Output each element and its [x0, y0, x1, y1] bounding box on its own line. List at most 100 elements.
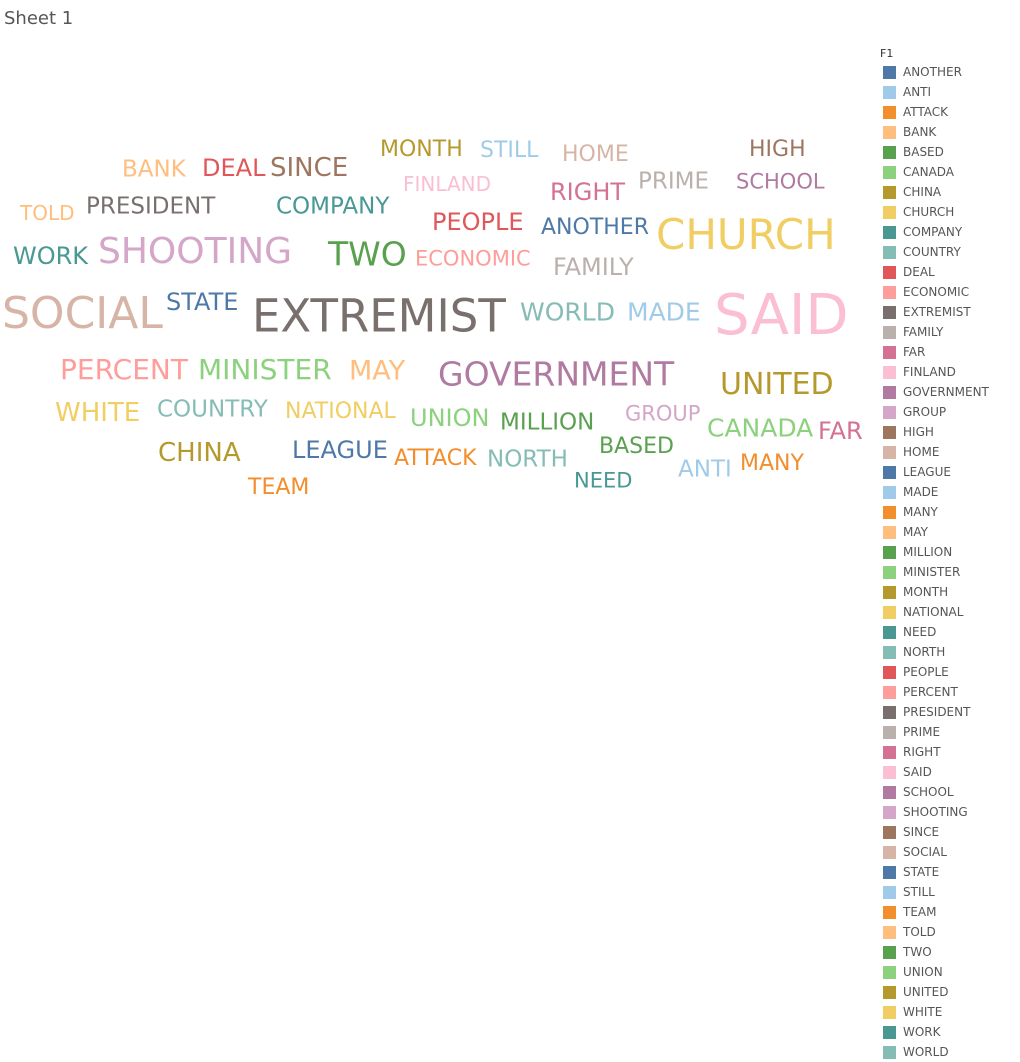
legend-item-right[interactable]: RIGHT — [880, 742, 1015, 762]
word-home[interactable]: HOME — [562, 142, 629, 167]
word-national[interactable]: NATIONAL — [285, 399, 396, 424]
legend-item-work[interactable]: WORK — [880, 1022, 1015, 1042]
word-family[interactable]: FAMILY — [553, 253, 634, 281]
legend-item-company[interactable]: COMPANY — [880, 222, 1015, 242]
word-may[interactable]: MAY — [349, 355, 406, 387]
word-group[interactable]: GROUP — [625, 401, 701, 426]
legend-item-social[interactable]: SOCIAL — [880, 842, 1015, 862]
word-team[interactable]: TEAM — [248, 475, 310, 500]
word-two[interactable]: TWO — [328, 234, 407, 274]
word-since[interactable]: SINCE — [270, 153, 349, 183]
legend-item-group[interactable]: GROUP — [880, 402, 1015, 422]
legend-item-many[interactable]: MANY — [880, 502, 1015, 522]
word-deal[interactable]: DEAL — [202, 154, 266, 182]
legend-item-family[interactable]: FAMILY — [880, 322, 1015, 342]
word-united[interactable]: UNITED — [720, 367, 834, 402]
word-north[interactable]: NORTH — [487, 446, 568, 473]
legend-item-minister[interactable]: MINISTER — [880, 562, 1015, 582]
legend-item-extremist[interactable]: EXTREMIST — [880, 302, 1015, 322]
legend-item-government[interactable]: GOVERNMENT — [880, 382, 1015, 402]
legend-item-since[interactable]: SINCE — [880, 822, 1015, 842]
legend-item-million[interactable]: MILLION — [880, 542, 1015, 562]
legend-item-shooting[interactable]: SHOOTING — [880, 802, 1015, 822]
word-extremist[interactable]: EXTREMIST — [252, 289, 506, 343]
word-percent[interactable]: PERCENT — [60, 353, 188, 386]
word-far[interactable]: FAR — [818, 417, 863, 445]
legend-item-state[interactable]: STATE — [880, 862, 1015, 882]
legend-item-need[interactable]: NEED — [880, 622, 1015, 642]
legend-item-finland[interactable]: FINLAND — [880, 362, 1015, 382]
word-country[interactable]: COUNTRY — [157, 396, 268, 423]
legend-item-two[interactable]: TWO — [880, 942, 1015, 962]
legend-item-union[interactable]: UNION — [880, 962, 1015, 982]
word-world[interactable]: WORLD — [520, 297, 615, 327]
word-shooting[interactable]: SHOOTING — [98, 231, 293, 272]
word-need[interactable]: NEED — [574, 468, 633, 493]
word-canada[interactable]: CANADA — [707, 413, 814, 443]
word-government[interactable]: GOVERNMENT — [438, 354, 675, 394]
word-finland[interactable]: FINLAND — [403, 172, 492, 196]
word-bank[interactable]: BANK — [122, 156, 186, 183]
legend-item-still[interactable]: STILL — [880, 882, 1015, 902]
legend-item-president[interactable]: PRESIDENT — [880, 702, 1015, 722]
word-social[interactable]: SOCIAL — [2, 288, 163, 339]
word-president[interactable]: PRESIDENT — [86, 193, 216, 220]
word-school[interactable]: SCHOOL — [736, 169, 825, 194]
word-told[interactable]: TOLD — [20, 201, 75, 225]
legend-item-league[interactable]: LEAGUE — [880, 462, 1015, 482]
word-right[interactable]: RIGHT — [550, 178, 626, 206]
legend-item-north[interactable]: NORTH — [880, 642, 1015, 662]
legend-item-far[interactable]: FAR — [880, 342, 1015, 362]
legend-item-attack[interactable]: ATTACK — [880, 102, 1015, 122]
legend-item-team[interactable]: TEAM — [880, 902, 1015, 922]
word-china[interactable]: CHINA — [158, 438, 241, 468]
legend-item-high[interactable]: HIGH — [880, 422, 1015, 442]
legend-item-deal[interactable]: DEAL — [880, 262, 1015, 282]
word-economic[interactable]: ECONOMIC — [415, 246, 531, 271]
legend-item-people[interactable]: PEOPLE — [880, 662, 1015, 682]
legend-item-prime[interactable]: PRIME — [880, 722, 1015, 742]
word-made[interactable]: MADE — [627, 297, 701, 327]
word-high[interactable]: HIGH — [749, 137, 806, 162]
word-month[interactable]: MONTH — [380, 137, 463, 162]
word-white[interactable]: WHITE — [55, 398, 141, 428]
word-said[interactable]: SAID — [714, 283, 849, 348]
word-still[interactable]: STILL — [480, 138, 539, 163]
word-anti[interactable]: ANTI — [678, 456, 732, 483]
legend-item-country[interactable]: COUNTRY — [880, 242, 1015, 262]
word-many[interactable]: MANY — [740, 451, 804, 476]
word-company[interactable]: COMPANY — [276, 193, 390, 220]
word-based[interactable]: BASED — [599, 434, 674, 459]
legend-item-china[interactable]: CHINA — [880, 182, 1015, 202]
legend-item-economic[interactable]: ECONOMIC — [880, 282, 1015, 302]
legend-item-anti[interactable]: ANTI — [880, 82, 1015, 102]
legend-item-united[interactable]: UNITED — [880, 982, 1015, 1002]
word-attack[interactable]: ATTACK — [394, 446, 477, 471]
word-another[interactable]: ANOTHER — [541, 215, 649, 240]
legend-item-canada[interactable]: CANADA — [880, 162, 1015, 182]
legend-item-percent[interactable]: PERCENT — [880, 682, 1015, 702]
word-people[interactable]: PEOPLE — [432, 208, 524, 236]
legend-item-told[interactable]: TOLD — [880, 922, 1015, 942]
legend-item-may[interactable]: MAY — [880, 522, 1015, 542]
legend-item-white[interactable]: WHITE — [880, 1002, 1015, 1022]
legend-item-school[interactable]: SCHOOL — [880, 782, 1015, 802]
legend-item-month[interactable]: MONTH — [880, 582, 1015, 602]
word-minister[interactable]: MINISTER — [198, 353, 332, 386]
legend-item-said[interactable]: SAID — [880, 762, 1015, 782]
word-state[interactable]: STATE — [166, 288, 239, 316]
legend-item-world[interactable]: WORLD — [880, 1042, 1015, 1062]
legend-item-based[interactable]: BASED — [880, 142, 1015, 162]
word-church[interactable]: CHURCH — [656, 210, 836, 259]
word-prime[interactable]: PRIME — [638, 168, 710, 195]
legend-item-bank[interactable]: BANK — [880, 122, 1015, 142]
legend-item-church[interactable]: CHURCH — [880, 202, 1015, 222]
legend-item-national[interactable]: NATIONAL — [880, 602, 1015, 622]
word-union[interactable]: UNION — [410, 404, 490, 432]
word-league[interactable]: LEAGUE — [292, 436, 388, 464]
word-work[interactable]: WORK — [13, 242, 89, 270]
legend-item-home[interactable]: HOME — [880, 442, 1015, 462]
word-million[interactable]: MILLION — [500, 409, 595, 436]
legend-item-made[interactable]: MADE — [880, 482, 1015, 502]
legend-item-another[interactable]: ANOTHER — [880, 62, 1015, 82]
